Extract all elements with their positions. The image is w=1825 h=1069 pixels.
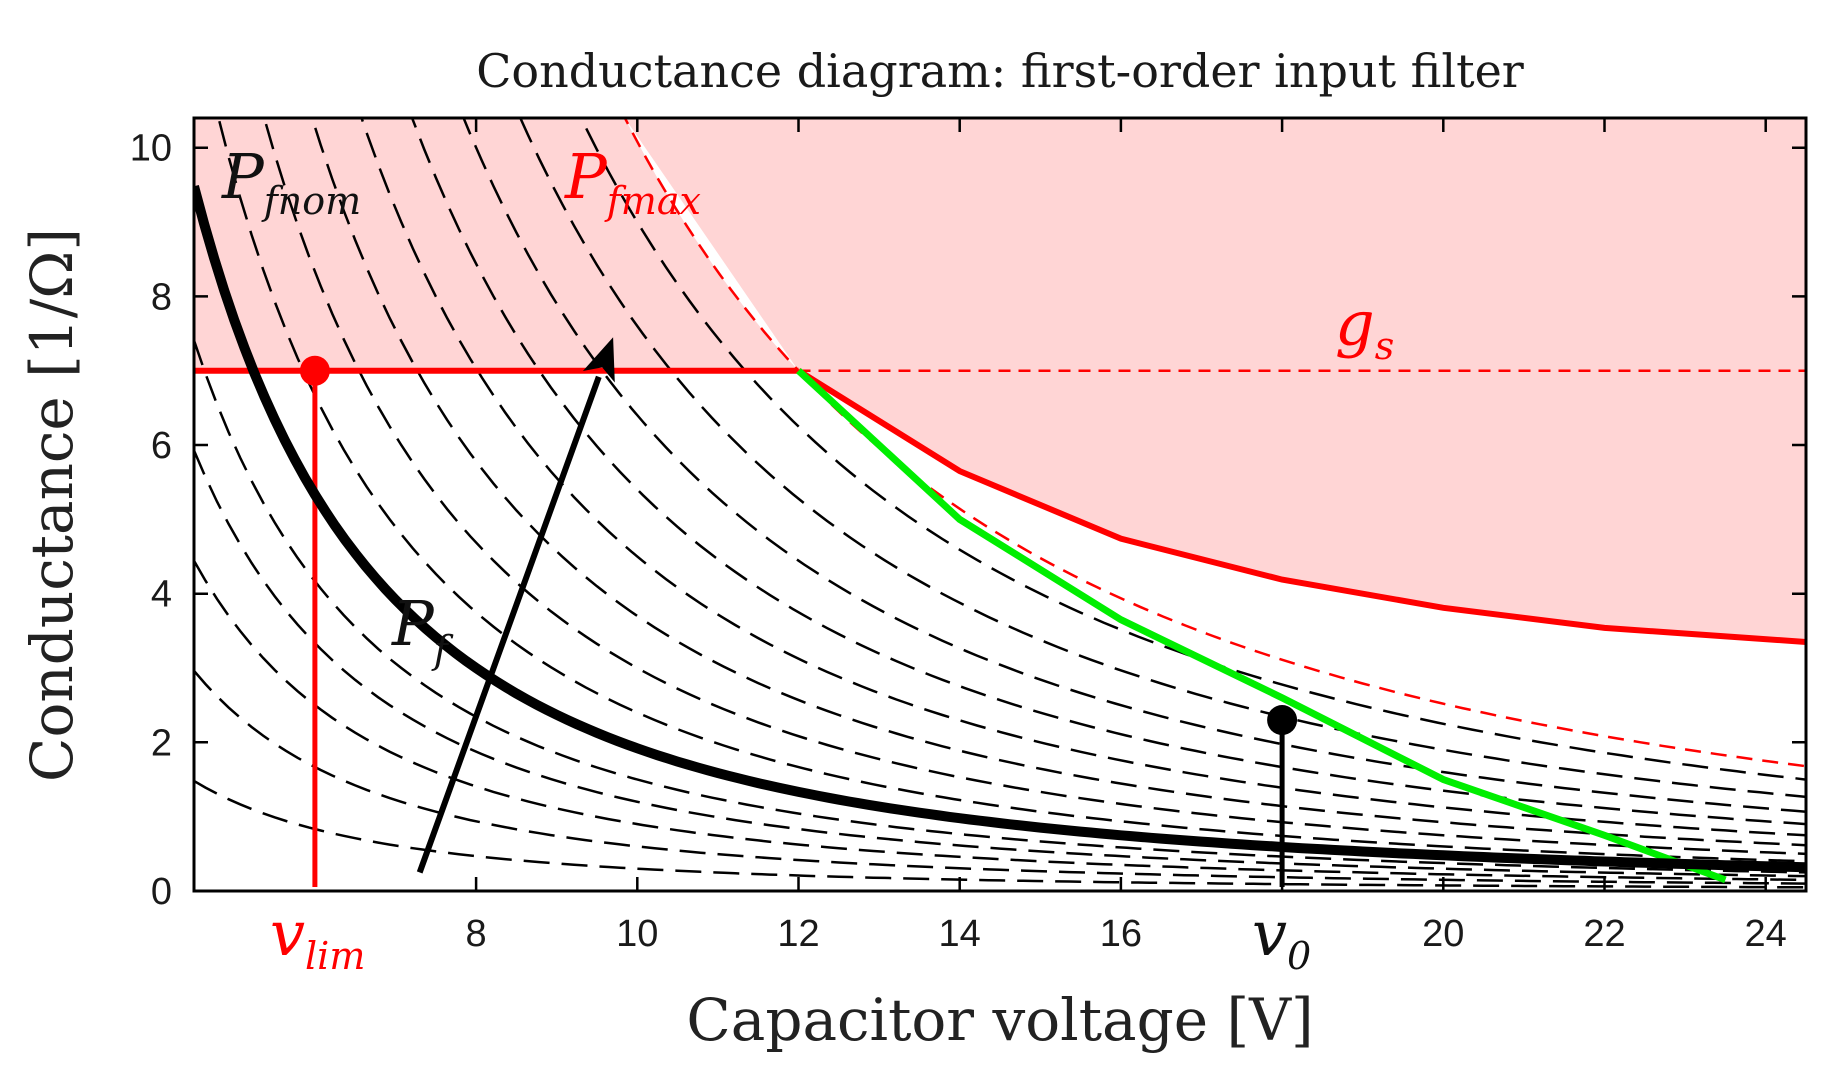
- chart-title: Conductance diagram: first-order input f…: [476, 44, 1524, 98]
- p-f-label: Pf: [391, 587, 454, 672]
- v-lim-point: [299, 355, 330, 386]
- v-0-label: v0: [1252, 897, 1311, 978]
- p-f-arrow-head: [582, 337, 615, 383]
- x-tick-label: 10: [616, 913, 658, 955]
- constant-power-curve: [579, 118, 1806, 781]
- constant-power-curve: [310, 118, 1806, 847]
- x-tick-label: 14: [939, 913, 981, 955]
- constant-power-curve: [194, 669, 1806, 885]
- trajectory-curve: [796, 368, 1727, 884]
- p-fmax-label: Pfmax: [564, 140, 701, 223]
- y-tick-label: 4: [151, 574, 172, 616]
- y-tick-label: 2: [151, 722, 172, 764]
- x-tick-label: 12: [777, 913, 819, 955]
- y-tick-label: 8: [151, 276, 172, 318]
- p-fnom-curve: [194, 184, 1806, 873]
- constant-power-curve: [194, 450, 1806, 878]
- x-tick-label: 24: [1745, 913, 1787, 955]
- constant-power-family: [194, 118, 1806, 889]
- p-fnom-label: Pfnom: [221, 140, 361, 223]
- x-tick-labels: 8 10 12 14 16 20 22 24: [466, 913, 1787, 955]
- constant-power-curve: [194, 779, 1806, 889]
- x-tick-label: 16: [1100, 913, 1142, 955]
- v-lim-label: vlim: [270, 897, 365, 978]
- y-tick-label: 0: [151, 871, 172, 913]
- x-tick-label: 8: [466, 913, 487, 955]
- y-tick-labels: 0 2 4 6 8 10: [130, 128, 172, 913]
- plot-area: [194, 118, 1806, 889]
- constant-power-curve: [217, 118, 1806, 863]
- x-axis-label: Capacitor voltage [V]: [686, 986, 1313, 1054]
- v-0-point: [1267, 705, 1298, 736]
- constant-power-curve: [194, 339, 1806, 874]
- constant-power-curve: [462, 118, 1806, 814]
- y-axis-label: Conductance [1/Ω]: [18, 228, 86, 782]
- tick-marks: [194, 118, 1806, 893]
- x-tick-label: 22: [1583, 913, 1625, 955]
- p-f-arrow-shaft: [416, 375, 602, 874]
- constant-power-curve: [410, 118, 1806, 826]
- constant-power-curve: [360, 118, 1806, 837]
- y-tick-label: 10: [130, 128, 172, 170]
- axis-ticks: [194, 118, 1806, 893]
- x-tick-label: 20: [1422, 913, 1464, 955]
- p-fmax-dashed-curve: [623, 118, 1806, 768]
- stability-boundary-curve: [796, 368, 1806, 645]
- constant-power-curve: [518, 118, 1806, 799]
- unstable-region-shading: [194, 118, 1806, 642]
- axes-box: [192, 116, 1808, 893]
- constant-power-curve: [194, 560, 1806, 882]
- constant-power-curve: [262, 118, 1806, 856]
- g-s-label: gs: [1335, 287, 1394, 368]
- y-tick-label: 6: [151, 425, 172, 467]
